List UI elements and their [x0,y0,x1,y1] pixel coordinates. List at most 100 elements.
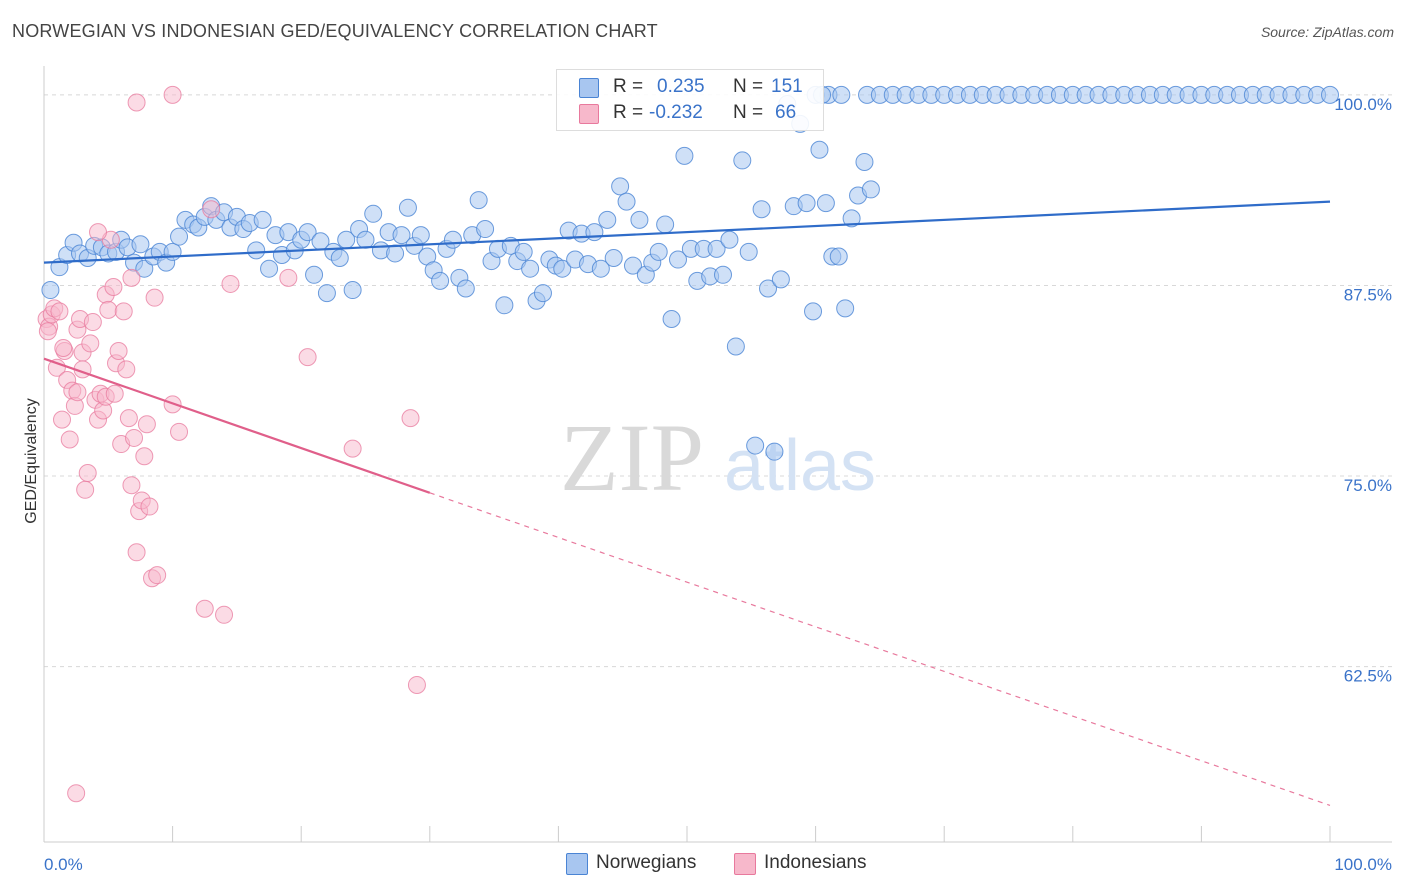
chart-source: Source: ZipAtlas.com [1260,24,1394,40]
point-norwegians [411,226,430,245]
point-indonesians [343,439,362,458]
point-norwegians [41,281,60,300]
point-norwegians [836,299,855,318]
point-norwegians [675,146,694,165]
point-norwegians [630,210,649,229]
y-axis-label: GED/Equivalency [23,398,40,523]
point-norwegians [752,200,771,219]
point-norwegians [431,271,450,290]
legend-swatch-norwegians [579,78,599,98]
point-norwegians [135,259,154,278]
point-norwegians [733,151,752,170]
point-norwegians [861,180,880,199]
point-indonesians [50,302,69,321]
point-norwegians [810,140,829,159]
point-norwegians [317,284,336,303]
point-norwegians [398,198,417,217]
point-indonesians [78,464,97,483]
point-norwegians [591,259,610,278]
point-norwegians [842,209,861,228]
point-indonesians [67,784,86,803]
point-norwegians [533,284,552,303]
series-indonesians [37,85,426,803]
point-norwegians [662,310,681,329]
point-norwegians [456,279,475,298]
point-norwegians [720,230,739,249]
point-indonesians [137,415,156,434]
point-norwegians [623,256,642,275]
bottom-legend-label-norwegians: Norwegians [596,852,697,873]
y-tick-label: 62.5% [1344,667,1392,686]
point-norwegians [298,223,317,242]
point-indonesians [127,543,146,562]
point-norwegians [855,152,874,171]
point-indonesians [68,383,87,402]
point-indonesians [119,409,138,428]
point-norwegians [260,259,279,278]
point-norwegians [247,241,266,260]
point-indonesians [221,274,240,293]
point-norwegians [707,239,726,258]
legend-r-label: R = [613,102,644,123]
point-indonesians [298,348,317,367]
legend-n-label: N = [733,76,764,97]
point-norwegians [649,242,668,261]
point-norwegians [443,230,462,249]
point-norwegians [797,194,816,213]
point-norwegians [832,85,851,104]
point-indonesians [148,566,167,585]
point-norwegians [514,242,533,261]
point-norwegians [392,226,411,245]
legend-n-label: N = [733,102,764,123]
point-norwegians [253,210,272,229]
point-indonesians [135,447,154,466]
point-norwegians [469,191,488,210]
point-norwegians [804,302,823,321]
point-indonesians [114,302,133,321]
point-norwegians [585,223,604,242]
point-indonesians [122,268,141,287]
point-indonesians [215,605,234,624]
y-tick-label: 100.0% [1334,95,1392,114]
point-indonesians [145,288,164,307]
point-norwegians [305,265,324,284]
point-indonesians [125,428,144,447]
watermark-atlas: atlas [724,426,876,506]
point-indonesians [38,322,57,341]
point-norwegians [816,194,835,213]
point-indonesians [89,223,108,242]
point-indonesians [83,313,102,332]
point-norwegians [668,250,687,269]
point-indonesians [401,409,420,428]
point-indonesians [99,300,118,319]
legend-r-label: R = [613,76,644,97]
axes [43,66,1392,843]
bottom-legend-swatch-norwegians [566,853,588,875]
point-indonesians [122,476,141,495]
point-norwegians [364,204,383,223]
point-norwegians [330,249,349,268]
point-norwegians [759,279,778,298]
point-norwegians [131,235,150,254]
trend-line-norwegians [43,200,1331,264]
point-norwegians [829,247,848,266]
point-indonesians [140,497,159,516]
x-tick-label-min: 0.0% [44,855,83,874]
point-indonesians [104,277,123,296]
legend-n-value: 66 [775,102,797,123]
point-norwegians [765,442,784,461]
point-indonesians [54,338,73,357]
point-indonesians [170,422,189,441]
point-indonesians [407,675,426,694]
point-norwegians [726,337,745,356]
y-tick-label: 87.5% [1344,285,1392,304]
point-norwegians [714,265,733,284]
point-indonesians [117,360,136,379]
gridlines [44,94,1392,668]
point-norwegians [656,215,675,234]
point-norwegians [356,230,375,249]
legend-swatch-indonesians [579,104,599,124]
point-norwegians [604,249,623,268]
point-indonesians [195,599,214,618]
